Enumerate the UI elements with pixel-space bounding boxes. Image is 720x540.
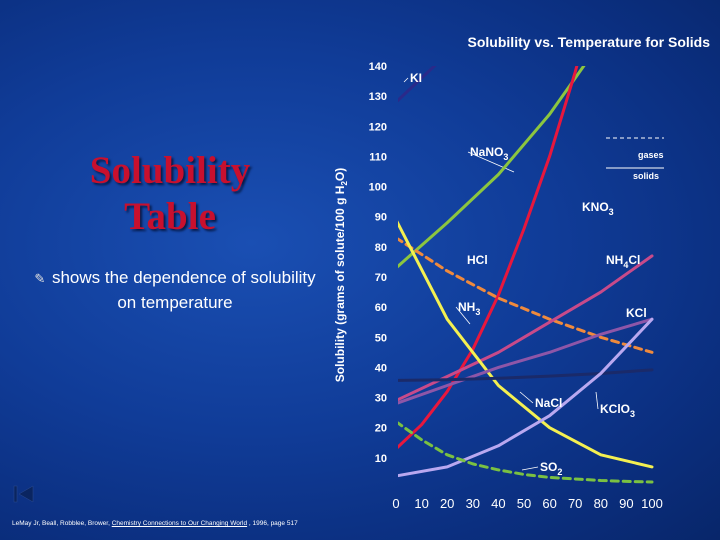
y-tick-label: 140 <box>369 61 387 73</box>
x-tick-label: 0 <box>392 496 399 511</box>
y-tick-label: 50 <box>375 332 387 344</box>
series-label-hcl: HCl <box>467 253 488 267</box>
y-tick-label: 30 <box>375 393 387 405</box>
slide-title-line2: Table <box>124 195 216 238</box>
y-axis-label: Solubility (grams of solute/100 g H2O) <box>333 168 349 383</box>
y-tick-label: 80 <box>375 242 387 254</box>
series-line-kno3 <box>398 66 579 449</box>
series-line-ki <box>398 66 437 103</box>
x-tick-label: 90 <box>619 496 633 511</box>
pencil-bullet-icon: ✎ <box>34 271 46 286</box>
series-labels: KI NaNO3 KNO3 HCl NH4Cl NH3 KCl NaCl KClO3 SO2 <box>410 71 647 477</box>
series-label-kclo3: KClO3 <box>600 402 635 419</box>
series-label-nh4cl: NH4Cl <box>606 253 640 270</box>
bullet-text: shows the dependence of solubility on te… <box>51 268 316 312</box>
y-tick-label: 10 <box>375 453 387 465</box>
y-tick-label: 70 <box>375 272 387 284</box>
axis-ticks: 10 20 30 40 50 60 70 80 90 100 110 120 130 140 0 10 20 30… <box>369 61 663 511</box>
y-tick-label: 100 <box>369 182 387 194</box>
series-label-nh3: NH3 <box>458 300 480 317</box>
x-tick-label: 10 <box>414 496 428 511</box>
series-label-kcl: KCl <box>626 306 647 320</box>
citation-title: Chemistry Connections to Our Changing Wo… <box>111 520 248 527</box>
go-to-first-slide-button[interactable] <box>12 484 36 504</box>
y-tick-label: 40 <box>375 362 387 374</box>
chart-title: Solubility vs. Temperature for Solids <box>467 34 710 50</box>
citation-prefix: LeMay Jr, Beall, Robblee, Brower, <box>12 520 112 527</box>
label-leaders <box>403 77 599 471</box>
skip-back-icon <box>13 485 34 503</box>
leader-line <box>467 151 515 173</box>
y-tick-label: 120 <box>369 121 387 133</box>
series-label-so2: SO2 <box>540 460 562 477</box>
citation-suffix: , 1996, page 517 <box>247 520 298 527</box>
x-tick-label: 100 <box>641 496 663 511</box>
series-line-hcl <box>398 237 654 354</box>
y-tick-label: 60 <box>375 302 387 314</box>
x-tick-label: 50 <box>517 496 531 511</box>
bullet-point: ✎ shows the dependence of solubility on … <box>30 266 320 315</box>
y-axis-label-sub: 2 <box>340 181 350 186</box>
y-tick-label: 130 <box>369 91 387 103</box>
legend-solids-label: solids <box>633 171 659 181</box>
series-line-nacl <box>398 368 654 382</box>
x-tick-label: 70 <box>568 496 582 511</box>
x-tick-label: 60 <box>542 496 556 511</box>
leader-line <box>595 391 599 410</box>
legend: gases solids <box>606 137 664 181</box>
x-tick-label: 80 <box>594 496 608 511</box>
leader-line <box>455 306 471 325</box>
series-line-kclo3 <box>398 317 654 478</box>
x-tick-label: 40 <box>491 496 505 511</box>
series-lines <box>398 66 654 484</box>
series-label-nacl: NaCl <box>535 396 562 410</box>
y-axis-label-end: O) <box>332 167 347 182</box>
series-line-kcl <box>398 317 654 405</box>
series-label-nano3: NaNO3 <box>470 145 508 162</box>
series-line-nano3 <box>398 66 586 269</box>
legend-gases-label: gases <box>638 150 664 160</box>
y-tick-label: 90 <box>375 212 387 224</box>
series-label-kno3: KNO3 <box>582 200 614 217</box>
y-tick-label: 110 <box>369 151 387 163</box>
x-tick-label: 20 <box>440 496 454 511</box>
series-line-nh3 <box>398 220 654 469</box>
leader-line <box>403 77 409 83</box>
citation: LeMay Jr, Beall, Robblee, Brower, Chemis… <box>12 520 298 527</box>
leader-line <box>519 391 534 404</box>
y-axis-label-main: Solubility (grams of solute/100 g H <box>332 185 347 383</box>
slide-title-line1: Solubility <box>89 149 251 192</box>
series-line-so2 <box>398 421 654 484</box>
x-tick-label: 30 <box>466 496 480 511</box>
leader-line <box>521 466 539 471</box>
slide-title: Solubility Table <box>40 148 300 240</box>
series-label-ki: KI <box>410 71 422 85</box>
y-tick-label: 20 <box>375 423 387 435</box>
